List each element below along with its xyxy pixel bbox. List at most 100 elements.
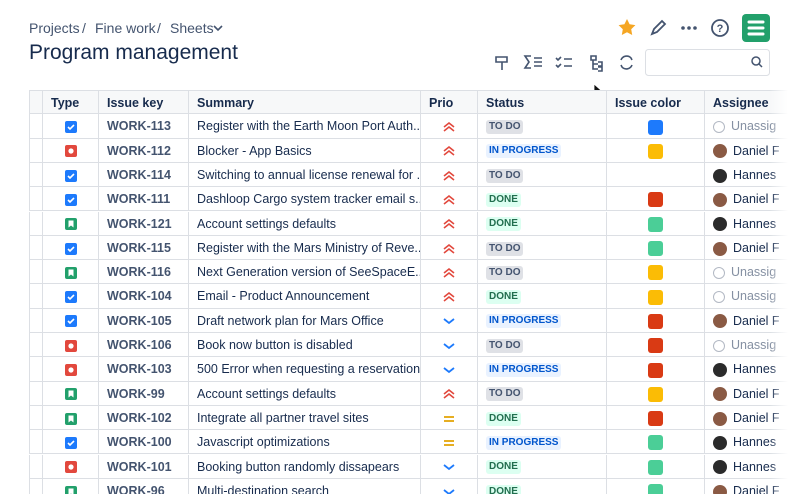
- breadcrumb[interactable]: Fine work: [95, 20, 156, 36]
- status-lozenge[interactable]: TO DO: [486, 120, 524, 134]
- summary[interactable]: Javascript optimizations: [197, 435, 330, 450]
- summary[interactable]: Email - Product Announcement: [197, 289, 370, 304]
- issue-key[interactable]: WORK-104: [107, 289, 172, 304]
- sum-icon[interactable]: [523, 55, 542, 69]
- key-cell: WORK-115: [99, 235, 189, 261]
- issue-key[interactable]: WORK-101: [107, 459, 172, 474]
- status-lozenge[interactable]: DONE: [486, 411, 521, 426]
- issue-key[interactable]: WORK-116: [107, 265, 171, 280]
- summary[interactable]: Switching to annual license renewal for …: [197, 167, 421, 182]
- issue-key[interactable]: WORK-106: [107, 338, 172, 352]
- avatar: [713, 168, 727, 183]
- assignee[interactable]: Daniel F: [733, 143, 780, 158]
- star-icon[interactable]: [618, 19, 636, 35]
- assignee[interactable]: Hannes: [733, 167, 777, 182]
- assignee[interactable]: Daniel F: [733, 483, 780, 494]
- assignee[interactable]: Hannes: [733, 216, 777, 231]
- status-lozenge[interactable]: DONE: [486, 484, 521, 494]
- issue-key[interactable]: WORK-115: [107, 240, 171, 255]
- summary[interactable]: Integrate all partner travel sites: [197, 410, 369, 425]
- column-header[interactable]: Type: [43, 90, 99, 114]
- issue-type-icon: [64, 241, 78, 255]
- issue-key[interactable]: WORK-103: [107, 362, 172, 377]
- avatar: [713, 121, 725, 133]
- refresh-icon[interactable]: [620, 55, 633, 70]
- status-lozenge[interactable]: DONE: [486, 460, 521, 475]
- issue-key[interactable]: WORK-105: [107, 313, 172, 328]
- status-lozenge[interactable]: TO DO: [486, 265, 524, 280]
- search-box[interactable]: [645, 49, 770, 76]
- issue-key[interactable]: WORK-111: [107, 192, 171, 207]
- key-cell: WORK-116: [99, 260, 189, 285]
- summary[interactable]: Register with the Mars Ministry of Reve.…: [197, 240, 421, 255]
- issue-key[interactable]: WORK-102: [107, 410, 172, 425]
- assignee[interactable]: Unassig: [731, 338, 777, 352]
- issue-key[interactable]: WORK-112: [107, 143, 171, 158]
- prio-cell: [421, 211, 478, 236]
- status-lozenge[interactable]: DONE: [486, 192, 521, 207]
- more-icon[interactable]: [681, 26, 697, 30]
- assignee-cell: Hannes: [705, 357, 800, 382]
- assignee[interactable]: Hannes: [733, 435, 777, 450]
- status-lozenge[interactable]: IN PROGRESS: [486, 314, 562, 329]
- issue-key[interactable]: WORK-96: [107, 483, 165, 494]
- assignee[interactable]: Unassig: [731, 289, 777, 304]
- assignee[interactable]: Hannes: [733, 362, 777, 377]
- assignee[interactable]: Unassig: [731, 265, 777, 280]
- edit-icon[interactable]: [650, 19, 667, 36]
- summary[interactable]: Booking button randomly dissapears: [197, 459, 400, 474]
- status-lozenge[interactable]: TO DO: [486, 338, 524, 353]
- column-header[interactable]: Prio: [421, 90, 478, 114]
- app-logo[interactable]: [742, 14, 770, 42]
- format-icon[interactable]: [495, 56, 508, 70]
- issue-type-icon: [64, 484, 78, 494]
- issue-key[interactable]: WORK-100: [107, 435, 172, 450]
- assignee[interactable]: Unassig: [731, 119, 777, 134]
- priority-icon: [442, 289, 456, 303]
- status-lozenge[interactable]: TO DO: [486, 241, 524, 256]
- status-lozenge[interactable]: IN PROGRESS: [486, 363, 562, 377]
- assignee[interactable]: Daniel F: [733, 410, 780, 425]
- breadcrumb[interactable]: Projects: [29, 20, 80, 36]
- column-header[interactable]: Summary: [189, 90, 421, 114]
- summary[interactable]: 500 Error when requesting a reservation: [197, 362, 421, 377]
- checklist-icon[interactable]: [555, 56, 572, 69]
- summary[interactable]: Account settings defaults: [197, 386, 336, 401]
- status-lozenge[interactable]: TO DO: [486, 387, 524, 402]
- assignee[interactable]: Daniel F: [733, 192, 780, 207]
- issue-key[interactable]: WORK-113: [107, 119, 171, 134]
- summary[interactable]: Blocker - App Basics: [197, 143, 312, 158]
- column-header[interactable]: Issue color: [607, 90, 705, 114]
- summary[interactable]: Book now button is disabled: [197, 338, 353, 352]
- summary[interactable]: Account settings defaults: [197, 216, 336, 231]
- status-cell: TO DO: [478, 260, 607, 285]
- status-lozenge[interactable]: TO DO: [486, 168, 524, 183]
- column-header[interactable]: Issue key: [99, 90, 189, 114]
- issue-type-icon: [64, 265, 78, 279]
- help-icon[interactable]: ?: [711, 19, 729, 37]
- assignee[interactable]: Daniel F: [733, 240, 780, 255]
- assignee[interactable]: Daniel F: [733, 386, 780, 401]
- assignee[interactable]: Hannes: [733, 459, 777, 474]
- status-lozenge[interactable]: IN PROGRESS: [486, 435, 562, 450]
- summary[interactable]: Multi-destination search: [197, 483, 330, 494]
- status-lozenge[interactable]: IN PROGRESS: [486, 144, 562, 159]
- summary[interactable]: Next Generation version of SeeSpaceE...: [197, 265, 421, 280]
- hierarchy-icon[interactable]: [590, 55, 603, 72]
- issue-key[interactable]: WORK-121: [107, 216, 172, 231]
- summary[interactable]: Draft network plan for Mars Office: [197, 313, 384, 328]
- key-cell: WORK-104: [99, 284, 189, 309]
- issue-key[interactable]: WORK-99: [107, 386, 165, 401]
- assignee[interactable]: Daniel F: [733, 313, 780, 328]
- type-cell: [43, 114, 99, 139]
- issue-key[interactable]: WORK-114: [107, 167, 171, 182]
- dropdown-icon[interactable]: [213, 24, 223, 32]
- summary[interactable]: Dashloop Cargo system tracker email s...: [197, 192, 421, 207]
- summary-cell: Integrate all partner travel sites: [189, 405, 421, 431]
- status-lozenge[interactable]: DONE: [486, 217, 521, 232]
- summary[interactable]: Register with the Earth Moon Port Auth..…: [197, 119, 421, 134]
- column-header[interactable]: Status: [478, 90, 607, 114]
- key-cell: WORK-121: [99, 211, 189, 236]
- breadcrumb[interactable]: Sheets: [170, 20, 214, 36]
- status-lozenge[interactable]: DONE: [486, 290, 521, 305]
